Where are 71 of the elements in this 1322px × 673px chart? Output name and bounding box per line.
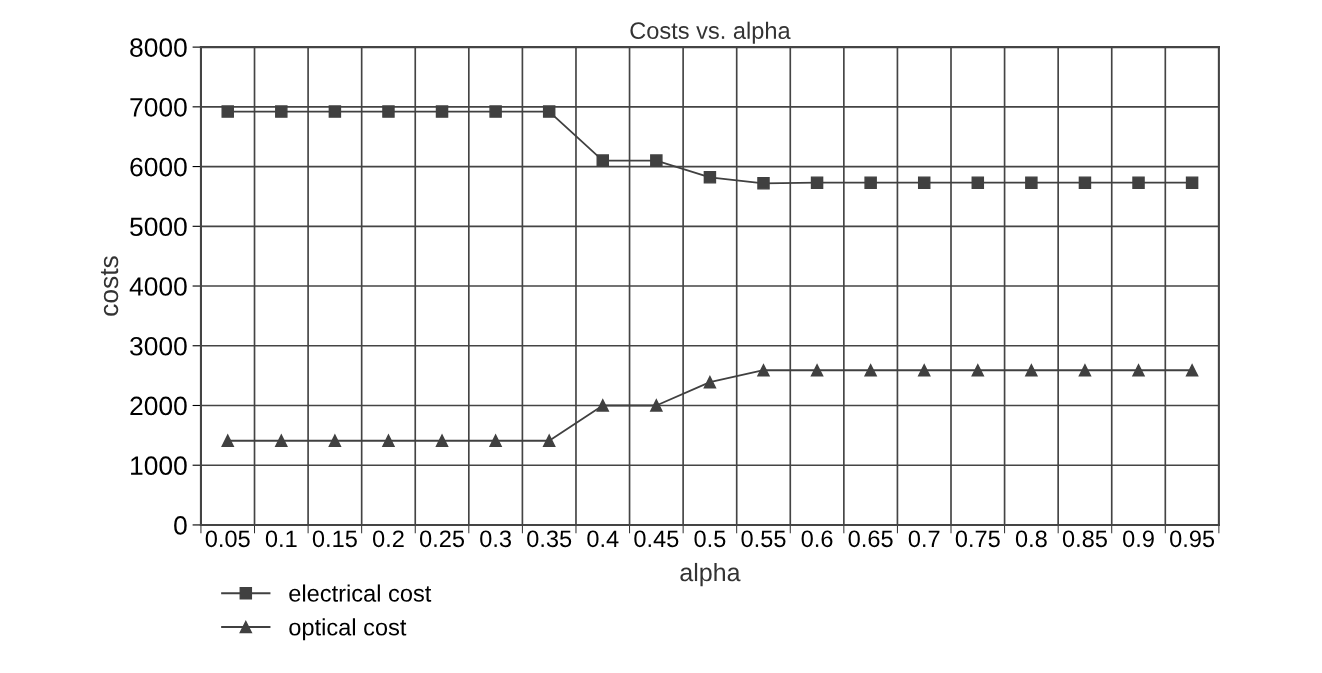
x-tick-label: 0.65 — [848, 530, 893, 548]
x-tick-label: 0.6 — [801, 530, 833, 548]
x-tick-label: 0.5 — [694, 530, 726, 548]
x-tick-label: 0.9 — [1123, 530, 1154, 548]
x-tick-label: 0.25 — [419, 530, 465, 548]
point — [275, 434, 288, 447]
x-tick-label: 0.95 — [1170, 530, 1215, 548]
legend-label: optical cost — [289, 618, 407, 641]
x-tick-label: 0.3 — [480, 530, 511, 548]
point — [1132, 363, 1145, 377]
point — [596, 154, 610, 167]
y-tick-label: 7000 — [130, 97, 187, 117]
x-axis-title: alpha — [680, 562, 741, 587]
y-axis-title: costs — [100, 256, 119, 316]
x-tick-label: 0.7 — [908, 530, 940, 548]
x-tick-label: 0.85 — [1062, 530, 1107, 548]
point — [650, 399, 663, 412]
point — [221, 434, 234, 447]
x-tick-label: 0.75 — [955, 530, 1000, 548]
point — [596, 399, 610, 412]
point — [917, 176, 931, 189]
y-tick-label: 5000 — [130, 217, 187, 237]
point — [221, 105, 234, 118]
legend-label: electrical cost — [289, 584, 432, 602]
point — [489, 105, 502, 118]
point — [703, 171, 717, 184]
y-tick-label: 8000 — [130, 38, 187, 57]
point — [489, 434, 502, 447]
point — [971, 363, 985, 377]
point — [542, 105, 556, 118]
point — [435, 434, 449, 447]
point — [864, 176, 877, 189]
point — [1132, 176, 1145, 189]
point — [864, 363, 877, 377]
x-tick-label: 0.45 — [634, 530, 679, 548]
point — [1078, 176, 1092, 189]
point — [1025, 363, 1038, 377]
point — [435, 105, 449, 118]
point — [757, 177, 770, 190]
chart-title: Costs vs. alpha — [630, 21, 791, 44]
point — [275, 105, 288, 118]
y-tick-label: 0 — [174, 516, 187, 535]
y-tick-label: 3000 — [130, 336, 187, 356]
x-tick-label: 0.05 — [205, 530, 250, 548]
y-tick-label: 1000 — [131, 456, 187, 476]
x-tick-label: 0.8 — [1015, 530, 1047, 548]
point — [703, 375, 717, 389]
y-tick-label: 4000 — [129, 277, 187, 296]
point — [917, 363, 931, 377]
x-tick-label: 0.2 — [372, 530, 404, 548]
x-tick-label: 0.1 — [265, 530, 297, 548]
point — [1185, 176, 1199, 189]
x-tick-label: 0.4 — [587, 530, 619, 548]
x-tick-label: 0.35 — [527, 530, 572, 548]
point — [328, 434, 342, 447]
point — [757, 363, 770, 377]
point — [810, 176, 824, 189]
point — [650, 154, 663, 167]
x-tick-label: 0.15 — [312, 530, 357, 548]
point — [1025, 176, 1038, 189]
point — [382, 434, 395, 447]
point — [971, 176, 985, 189]
point — [1185, 363, 1199, 377]
x-tick-label: 0.55 — [741, 530, 786, 548]
point — [1078, 363, 1092, 377]
point — [382, 105, 395, 118]
point — [542, 434, 556, 447]
y-tick-label: 6000 — [130, 157, 187, 177]
point — [810, 363, 824, 377]
point — [328, 105, 342, 118]
y-tick-label: 2000 — [130, 396, 187, 416]
